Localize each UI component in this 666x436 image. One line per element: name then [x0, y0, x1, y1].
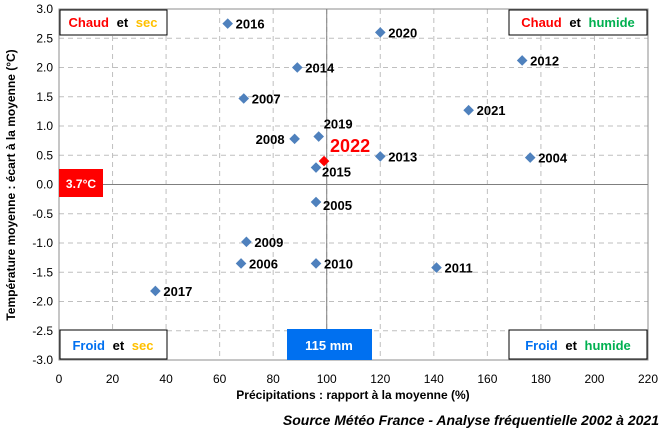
source-note: Source Météo France - Analyse fréquentie…: [283, 412, 659, 428]
point-label: 2005: [323, 198, 352, 213]
quadrant-word-chaud: Chaud: [521, 15, 562, 30]
point-label: 2010: [324, 256, 353, 271]
data-point: [310, 162, 322, 173]
x-tick-label: 100: [317, 372, 337, 386]
y-tick-label: -1.0: [32, 236, 53, 250]
data-point: [289, 133, 300, 145]
quadrant-word-froid: Froid: [72, 338, 105, 353]
quadrant-top-right: Chaud et humide: [508, 9, 648, 36]
data-point: [524, 152, 536, 163]
x-axis-title: Précipitations : rapport à la moyenne (%…: [236, 388, 469, 402]
y-tick-label: -2.0: [32, 295, 53, 309]
y-tick-label: -3.0: [32, 353, 53, 367]
point-label: 2013: [388, 149, 417, 164]
x-tick-label: 20: [106, 372, 120, 386]
point-label: 2017: [163, 284, 192, 299]
y-tick-label: -2.5: [32, 324, 53, 338]
svg-text:Froid et sec: Froid et sec: [72, 338, 153, 353]
quadrant-word-humide: humide: [589, 15, 635, 30]
point-label: 2004: [538, 151, 568, 166]
reference-lines: [59, 9, 648, 360]
quadrant-word-froid: Froid: [525, 338, 558, 353]
quadrant-word-humide: humide: [585, 338, 631, 353]
data-point: [463, 104, 474, 116]
data-points: 2016 2020 2014 2012 2007 2021 2019 2008 2022 2015…: [150, 17, 568, 299]
x-tick-label: 60: [213, 372, 227, 386]
quadrant-word-sec: sec: [132, 338, 154, 353]
temperature-callout-box: [59, 169, 103, 197]
y-tick-label: 0.5: [36, 148, 53, 162]
point-label: 2008: [256, 132, 285, 147]
quadrant-word-et: et: [117, 15, 129, 30]
point-label: 2015: [322, 165, 351, 180]
data-point: [150, 285, 161, 297]
data-point: [374, 151, 386, 162]
data-point: [241, 236, 252, 248]
y-tick-label: 1.0: [36, 119, 53, 133]
point-label: 2016: [236, 17, 265, 32]
point-label: 2006: [249, 256, 278, 271]
point-label: 2007: [252, 92, 281, 107]
y-axis-ticks: 3.0 2.5 2.0 1.5 1.0 0.5 0.0 -0.5 -1.0 -1.5 -2.0 -2.…: [32, 2, 53, 367]
x-tick-label: 40: [159, 372, 173, 386]
y-tick-label: 2.5: [36, 31, 53, 45]
highlight-point: [318, 155, 330, 167]
x-tick-label: 140: [424, 372, 444, 386]
temperature-callout: 3.7°C: [59, 169, 103, 197]
point-label: 2021: [477, 103, 506, 118]
x-tick-label: 120: [370, 372, 390, 386]
x-tick-label: 220: [638, 372, 658, 386]
data-point: [516, 55, 528, 66]
point-label: 2011: [444, 261, 472, 276]
data-point: [313, 131, 325, 142]
quadrant-bottom-right: Froid et humide: [508, 329, 648, 360]
point-label: 2019: [324, 117, 353, 132]
quadrant-word-et: et: [569, 15, 581, 30]
precipitation-callout-box: [287, 329, 372, 360]
svg-text:Froid et humide: Froid et humide: [525, 338, 631, 353]
y-tick-label: 0.0: [36, 178, 53, 192]
x-tick-label: 200: [584, 372, 604, 386]
data-point: [222, 18, 233, 29]
precipitation-callout: 115 mm: [287, 329, 372, 360]
temperature-callout-text: 3.7°C: [66, 177, 96, 191]
data-point: [291, 62, 303, 73]
quadrant-word-chaud: Chaud: [69, 15, 110, 30]
point-label: 2012: [530, 53, 559, 68]
data-point: [374, 27, 386, 38]
y-tick-label: 3.0: [36, 2, 53, 16]
quadrant-word-et: et: [565, 338, 577, 353]
y-tick-label: 2.0: [36, 61, 53, 75]
y-tick-label: -0.5: [32, 207, 53, 221]
x-axis-ticks: 0 20 40 60 80 100 120 140 160 180 200 220: [56, 372, 659, 386]
data-point: [235, 258, 247, 269]
quadrant-top-left: Chaud et sec: [59, 9, 168, 36]
data-point: [310, 258, 322, 269]
svg-text:Chaud et humide: Chaud et humide: [521, 15, 635, 30]
point-label: 2009: [254, 235, 283, 250]
x-tick-label: 0: [56, 372, 63, 386]
data-point: [310, 196, 322, 208]
point-label: 2014: [305, 61, 335, 76]
x-tick-label: 80: [267, 372, 281, 386]
x-tick-label: 180: [531, 372, 551, 386]
y-axis-title: Température moyenne : écart à la moyenne…: [4, 49, 18, 320]
x-tick-label: 160: [477, 372, 497, 386]
y-tick-label: -1.5: [32, 265, 53, 279]
svg-text:Chaud et sec: Chaud et sec: [69, 15, 158, 30]
point-label: 2022: [330, 136, 370, 156]
point-label: 2020: [388, 25, 417, 40]
data-point: [238, 93, 250, 104]
data-point: [431, 262, 442, 273]
quadrant-word-et: et: [113, 338, 125, 353]
quadrant-bottom-left: Froid et sec: [59, 329, 168, 360]
quadrant-word-sec: sec: [136, 15, 158, 30]
y-tick-label: 1.5: [36, 90, 53, 104]
precipitation-callout-text: 115 mm: [305, 338, 353, 353]
